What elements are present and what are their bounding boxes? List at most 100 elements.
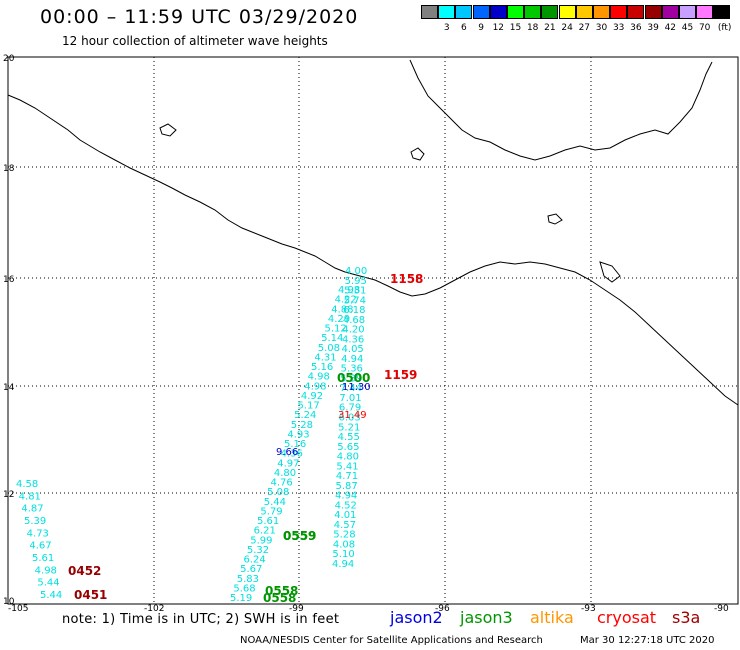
wave-height-value: 4.20 bbox=[342, 325, 364, 336]
wave-height-value: 4.73 bbox=[27, 528, 49, 539]
wave-height-value: 4.98 bbox=[308, 372, 330, 383]
pass-time-label: 0559 bbox=[283, 529, 316, 543]
graticule: 20 18 16 14 12 10-105 -102 -99 -96 -93 -90 bbox=[3, 54, 738, 614]
wave-height-value: 4.00 bbox=[345, 266, 367, 277]
legend-swatch bbox=[524, 5, 542, 19]
legend-swatch bbox=[541, 5, 559, 19]
legend-tick-label: 12 bbox=[492, 23, 505, 33]
legend-swatch bbox=[713, 5, 731, 19]
pass-time-label: 0558 bbox=[263, 591, 296, 605]
wave-height-value: 4.68 bbox=[343, 315, 365, 326]
latitude-label: 16 bbox=[3, 275, 15, 285]
chart-subtitle: 12 hour collection of altimeter wave hei… bbox=[62, 34, 328, 48]
wave-height-value: 4.67 bbox=[29, 541, 51, 552]
legend-swatch bbox=[455, 5, 473, 19]
wave-height-value: 31.49 bbox=[338, 410, 367, 421]
legend-swatch bbox=[472, 5, 490, 19]
mexico-coastline bbox=[7, 94, 739, 406]
legend-tick-label: 27 bbox=[578, 23, 591, 33]
longitude-label: -105 bbox=[8, 604, 28, 614]
legend-swatch bbox=[679, 5, 696, 19]
satellite-label-altika: altika bbox=[530, 608, 574, 627]
wave-height-value: 5.44 bbox=[264, 497, 286, 508]
wave-height-value: 5.41 bbox=[336, 461, 358, 472]
wave-height-value: 11.30 bbox=[342, 382, 371, 393]
wave-height-value: 4.76 bbox=[271, 478, 293, 489]
legend-tick-label: 9 bbox=[478, 23, 484, 33]
altimeter-tracks: 4.005.955.315.746.184.684.204.364.054.94… bbox=[16, 266, 423, 605]
wave-height-value: 5.39 bbox=[24, 516, 46, 527]
latitude-label: 18 bbox=[3, 164, 15, 174]
wave-height-value: 5.95 bbox=[345, 276, 367, 287]
wave-height-value: 5.65 bbox=[337, 442, 359, 453]
wave-height-value: 4.98 bbox=[304, 381, 326, 392]
wave-height-value: 9.66 bbox=[276, 447, 298, 458]
credit-line: NOAA/NESDIS Center for Satellite Applica… bbox=[240, 635, 543, 646]
wave-height-value: 4.93 bbox=[287, 429, 309, 440]
wave-height-value: 5.36 bbox=[341, 364, 363, 375]
longitude-label: -96 bbox=[435, 604, 450, 614]
legend-tick-label: 18 bbox=[526, 23, 539, 33]
wave-height-value: 5.87 bbox=[335, 481, 357, 492]
legend-swatch bbox=[661, 5, 679, 19]
wave-height-value: 5.39 bbox=[340, 373, 362, 384]
legend-tick-label: 21 bbox=[544, 23, 556, 33]
wave-height-value: 4.98 bbox=[35, 565, 57, 576]
legend-swatch bbox=[644, 5, 662, 19]
satellite-label-cryosat: cryosat bbox=[597, 608, 657, 627]
wave-height-value: 4.71 bbox=[336, 471, 358, 482]
legend-swatch bbox=[507, 5, 524, 19]
wave-height-value: 4.36 bbox=[281, 449, 303, 460]
latitude-label: 12 bbox=[3, 490, 14, 500]
island-4 bbox=[159, 123, 177, 137]
wave-height-value: 6.21 bbox=[254, 526, 276, 537]
legend-swatch bbox=[627, 5, 645, 19]
legend-unit: (ft) bbox=[717, 23, 732, 33]
legend-tick-label: 3 bbox=[443, 23, 450, 33]
wave-height-value: 4.94 bbox=[332, 559, 354, 570]
island-3 bbox=[599, 261, 621, 283]
longitude-label: -102 bbox=[144, 604, 164, 614]
wave-height-value: 4.29 bbox=[328, 314, 350, 325]
wave-height-value: 7.01 bbox=[339, 393, 361, 404]
wave-height-value: 6.24 bbox=[244, 555, 266, 566]
wave-height-value: 5.21 bbox=[338, 422, 360, 433]
wave-height-value: 5.28 bbox=[291, 420, 313, 431]
wave-height-value: 5.17 bbox=[298, 401, 320, 412]
footer-note: note: 1) Time is in UTC; 2) SWH is in fe… bbox=[62, 612, 340, 627]
wave-height-value: 4.88 bbox=[331, 304, 353, 315]
island-2 bbox=[547, 213, 563, 225]
wave-height-value: 5.68 bbox=[233, 583, 255, 594]
wave-height-value: 4.97 bbox=[277, 458, 299, 469]
wave-height-value: 4.08 bbox=[333, 539, 355, 550]
generation-timestamp: Mar 30 12:27:18 UTC 2020 bbox=[580, 635, 715, 646]
wave-height-value: 4.94 bbox=[335, 491, 357, 502]
wave-height-value: 4.94 bbox=[341, 354, 363, 365]
wave-height-value: 5.19 bbox=[230, 593, 252, 604]
gulf-coastline bbox=[409, 59, 713, 161]
legend-swatch bbox=[421, 5, 438, 19]
wave-height-value: 4.98 bbox=[338, 285, 360, 296]
wave-height-value: 4.58 bbox=[16, 479, 38, 490]
wave-height-value: 5.79 bbox=[260, 506, 282, 517]
legend-tick-label: 70 bbox=[698, 23, 711, 33]
longitude-label: -90 bbox=[714, 604, 729, 614]
wave-height-value: 4.22 bbox=[335, 295, 357, 306]
wave-height-value: 5.16 bbox=[284, 439, 306, 450]
wave-height-value: 5.28 bbox=[333, 530, 355, 541]
legend-tick-label: 39 bbox=[647, 23, 659, 33]
wave-height-value: 5.74 bbox=[344, 295, 366, 306]
satellite-label-s3a: s3a bbox=[672, 608, 701, 627]
chart-title: 00:00 – 11:59 UTC 03/29/2020 bbox=[40, 6, 359, 28]
wave-height-value: 4.36 bbox=[342, 334, 364, 345]
pass-time-label: 1158 bbox=[390, 272, 423, 286]
pass-time-label: 0452 bbox=[68, 564, 101, 578]
latitude-label: 20 bbox=[3, 54, 15, 64]
legend-tick-label: 33 bbox=[612, 23, 625, 33]
legend-swatch bbox=[593, 5, 610, 19]
legend-tick-label: 45 bbox=[681, 23, 694, 33]
legend-tick-label: 30 bbox=[595, 23, 608, 33]
legend-swatch bbox=[558, 5, 576, 19]
latitude-label: 14 bbox=[3, 383, 15, 393]
